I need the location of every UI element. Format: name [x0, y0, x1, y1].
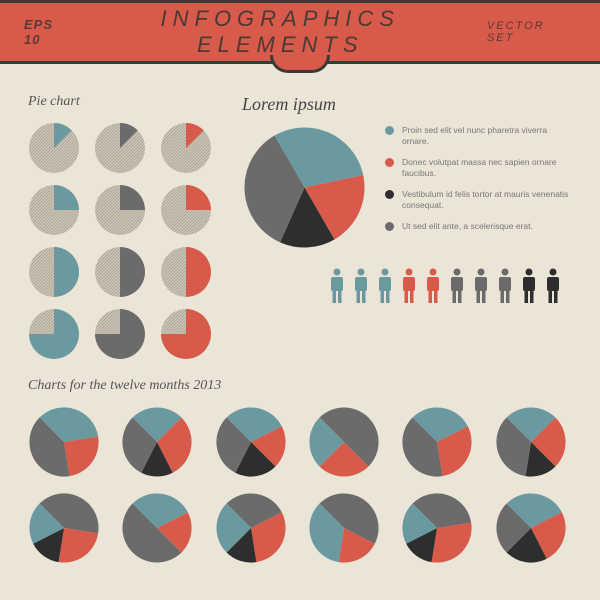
small-pie	[28, 308, 80, 360]
content-area: Pie chart Lorem ipsum Proin sed elit vel…	[0, 64, 600, 574]
people-row	[242, 268, 572, 304]
small-pie	[160, 122, 212, 174]
legend-text: Ut sed elit ante, a scelerisque erat.	[402, 221, 533, 232]
month-pie	[28, 406, 100, 478]
pie-chart-section: Pie chart	[28, 94, 212, 360]
pie-chart-label: Pie chart	[28, 94, 212, 110]
person-icon	[424, 268, 442, 304]
person-icon	[376, 268, 394, 304]
legend-item: Ut sed elit ante, a scelerisque erat.	[385, 221, 572, 232]
person-icon	[496, 268, 514, 304]
small-pie	[160, 308, 212, 360]
small-pie	[28, 122, 80, 174]
person-icon	[544, 268, 562, 304]
small-pie	[28, 184, 80, 236]
legend-dot-icon	[385, 190, 394, 199]
person-icon	[472, 268, 490, 304]
legend-item: Donec volutpat massa nec sapien ornare f…	[385, 157, 572, 179]
small-pie	[160, 184, 212, 236]
person-icon	[520, 268, 538, 304]
legend-item: Vestibulum id felis tortor at mauris ven…	[385, 189, 572, 211]
person-icon	[328, 268, 346, 304]
person-icon	[352, 268, 370, 304]
legend-item: Proin sed elit vel nunc pharetra viverra…	[385, 125, 572, 147]
legend-dot-icon	[385, 158, 394, 167]
legend-text: Proin sed elit vel nunc pharetra viverra…	[402, 125, 572, 147]
small-pie	[160, 246, 212, 298]
month-pie	[121, 406, 193, 478]
pie-legend: Proin sed elit vel nunc pharetra viverra…	[385, 125, 572, 250]
header-tab-decor	[270, 55, 330, 73]
person-icon	[400, 268, 418, 304]
small-pie-grid	[28, 122, 212, 360]
month-pie	[401, 492, 473, 564]
header-bar: EPS 10 INFOGRAPHICS ELEMENTS VECTOR SET	[0, 0, 600, 64]
legend-text: Vestibulum id felis tortor at mauris ven…	[402, 189, 572, 211]
month-pie	[401, 406, 473, 478]
person-icon	[448, 268, 466, 304]
vector-set-label: VECTOR SET	[487, 20, 576, 44]
month-pie	[495, 492, 567, 564]
month-pie	[308, 406, 380, 478]
small-pie	[94, 184, 146, 236]
legend-dot-icon	[385, 222, 394, 231]
small-pie	[94, 122, 146, 174]
small-pie	[94, 308, 146, 360]
months-pie-grid	[28, 406, 572, 564]
month-pie	[121, 492, 193, 564]
month-pie	[215, 492, 287, 564]
months-label: Charts for the twelve months 2013	[28, 378, 572, 394]
month-pie	[28, 492, 100, 564]
small-pie	[94, 246, 146, 298]
month-pie	[215, 406, 287, 478]
legend-dot-icon	[385, 126, 394, 135]
legend-text: Donec volutpat massa nec sapien ornare f…	[402, 157, 572, 179]
eps-label: EPS 10	[24, 17, 74, 47]
month-pie	[495, 406, 567, 478]
page-title: INFOGRAPHICS ELEMENTS	[74, 6, 487, 58]
big-pie-chart	[242, 125, 367, 250]
month-pie	[308, 492, 380, 564]
small-pie	[28, 246, 80, 298]
lorem-section: Lorem ipsum Proin sed elit vel nunc phar…	[242, 94, 572, 360]
lorem-title: Lorem ipsum	[242, 94, 572, 115]
